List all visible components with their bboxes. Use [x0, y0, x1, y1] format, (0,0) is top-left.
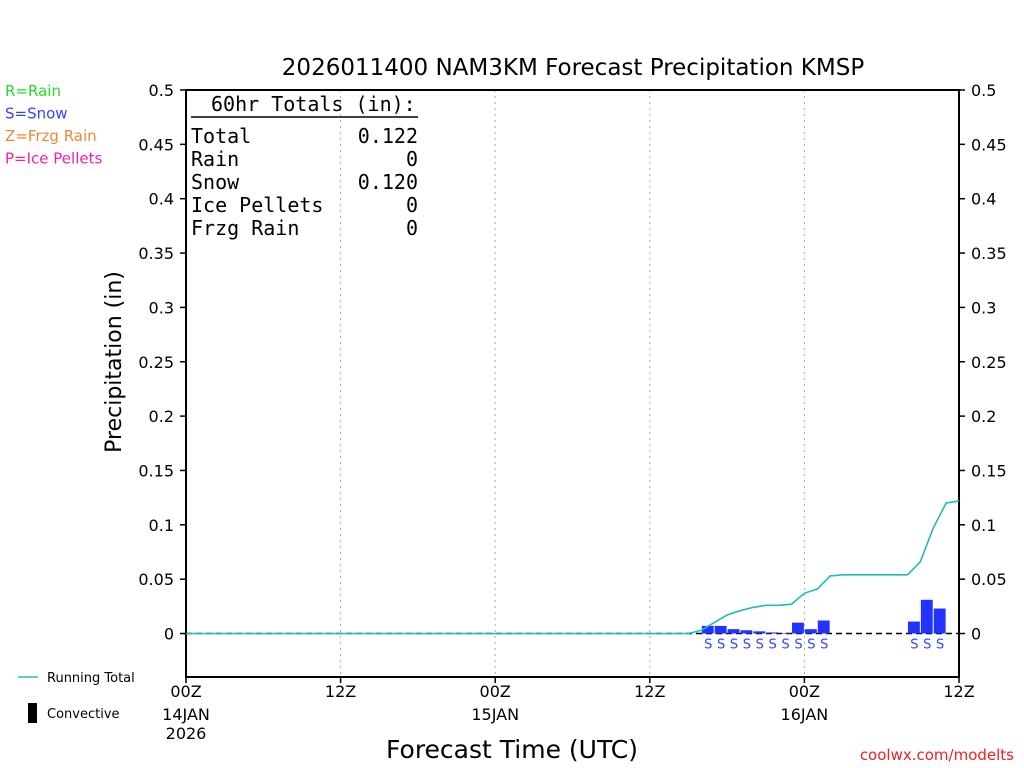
ptype-mark-5: S — [769, 638, 777, 653]
y-tick-label-left-10: 0.5 — [149, 81, 174, 100]
totals-label-frzg-rain: Frzg Rain — [191, 216, 299, 240]
x-tick-label-2: 00Z — [480, 682, 511, 701]
totals-rows: Total 0.122 Rain 0 Snow 0.120 Ice Pellets 0 Frzg… — [191, 124, 418, 240]
running-total-legend-label: Running Total — [47, 671, 135, 686]
totals-label-ice-pellets: Ice Pellets — [191, 193, 323, 217]
precip-bar-8 — [804, 629, 817, 634]
ptype-mark-6: S — [781, 638, 789, 653]
x-tick-day-2: 15JAN — [471, 705, 519, 724]
totals-header: 60hr Totals (in): — [211, 92, 416, 116]
precip-bar-10 — [907, 621, 920, 634]
y-tick-label-left-6: 0.3 — [149, 298, 174, 317]
y-tick-label-left-8: 0.4 — [149, 190, 174, 209]
ptype-mark-2: S — [730, 638, 738, 653]
y-tick-label-right-5: 0.25 — [971, 353, 1007, 372]
ptype-mark-3: S — [743, 638, 751, 653]
precip-bar-7 — [792, 622, 804, 634]
x-tick-label-3: 12Z — [634, 682, 665, 701]
y-tick-label-left-7: 0.35 — [138, 244, 174, 263]
x-tick-day-0: 14JAN — [162, 705, 210, 724]
ptype-legend-item-2: Z=Frzg Rain — [5, 127, 97, 145]
y-tick-label-right-4: 0.2 — [971, 407, 996, 426]
ptype-legend-item-1: S=Snow — [5, 105, 68, 123]
y-tick-label-left-1: 0.05 — [138, 570, 174, 589]
totals-value-total: 0.122 — [358, 124, 418, 148]
precip-bar-6 — [779, 632, 792, 634]
totals-label-rain: Rain — [191, 147, 239, 171]
chart-title: 2026011400 NAM3KM Forecast Precipitation… — [282, 55, 865, 81]
precip-bar-3 — [740, 630, 753, 634]
x-tick-year-0: 2026 — [166, 724, 207, 743]
totals-box: 60hr Totals (in): Total 0.122 Rain 0 Snow 0.1… — [191, 92, 418, 240]
y-tick-label-left-5: 0.25 — [138, 353, 174, 372]
precip-bar-2 — [727, 629, 740, 634]
precip-bar-11 — [920, 599, 933, 634]
ptype-legend-item-0: R=Rain — [5, 82, 61, 100]
totals-value-rain: 0 — [406, 147, 418, 171]
y-tick-label-left-0: 0 — [164, 625, 174, 644]
y-ticks-right: 0 0.05 0.1 0.15 0.2 0.25 0.3 0.35 0.4 0.45 0.5 — [959, 81, 1007, 644]
grid-lines — [340, 90, 805, 677]
y-tick-label-right-9: 0.45 — [971, 135, 1007, 154]
y-tick-label-left-2: 0.1 — [149, 516, 174, 535]
y-axis-label: Precipitation (in) — [102, 271, 127, 453]
ptype-mark-9: S — [820, 638, 828, 653]
totals-label-total: Total — [191, 124, 251, 148]
ptype-mark-4: S — [756, 638, 764, 653]
y-tick-label-left-9: 0.45 — [138, 135, 174, 154]
y-tick-label-right-1: 0.05 — [971, 570, 1007, 589]
x-tick-label-4: 00Z — [789, 682, 820, 701]
y-tick-label-right-0: 0 — [971, 625, 981, 644]
y-tick-label-right-3: 0.15 — [971, 461, 1007, 480]
convective-legend-label: Convective — [47, 707, 120, 722]
ptype-mark-1: S — [717, 638, 725, 653]
x-tick-label-1: 12Z — [325, 682, 356, 701]
ptype-mark-8: S — [807, 638, 815, 653]
precip-bar-9 — [817, 620, 830, 634]
y-tick-label-right-10: 0.5 — [971, 81, 996, 100]
y-tick-label-right-2: 0.1 — [971, 516, 996, 535]
ptype-mark-7: S — [794, 638, 802, 653]
ptype-mark-12: S — [936, 638, 944, 653]
running-total-line — [186, 500, 960, 635]
precip-bar-0 — [701, 625, 714, 634]
x-tick-label-0: 00Z — [170, 682, 201, 701]
totals-value-ice-pellets: 0 — [406, 193, 418, 217]
y-tick-label-left-4: 0.2 — [149, 407, 174, 426]
precip-bar-5 — [766, 632, 779, 634]
ptype-legend: R=Rain S=Snow Z=Frzg Rain P=Ice Pellets — [5, 82, 102, 168]
x-tick-day-4: 16JAN — [781, 705, 829, 724]
convective-legend-swatch — [28, 703, 37, 723]
x-axis-label: Forecast Time (UTC) — [386, 735, 638, 764]
y-tick-label-right-6: 0.3 — [971, 298, 996, 317]
y-tick-label-left-3: 0.15 — [138, 461, 174, 480]
precip-bar-4 — [753, 631, 766, 634]
totals-value-frzg-rain: 0 — [406, 216, 418, 240]
ptype-mark-11: S — [923, 638, 931, 653]
ptype-mark-10: S — [910, 638, 918, 653]
ptype-legend-item-3: P=Ice Pellets — [5, 150, 102, 168]
precip-bar-1 — [714, 625, 727, 634]
x-tick-label-5: 12Z — [943, 682, 974, 701]
plot-frame — [185, 89, 960, 678]
precip-bar-12 — [933, 608, 946, 634]
y-tick-label-right-8: 0.4 — [971, 190, 996, 209]
ptype-mark-0: S — [704, 638, 712, 653]
precip-bars — [701, 599, 946, 634]
totals-label-snow: Snow — [191, 170, 240, 194]
y-tick-label-right-7: 0.35 — [971, 244, 1007, 263]
totals-value-snow: 0.120 — [358, 170, 418, 194]
credit-text: coolwx.com/modelts — [860, 746, 1014, 764]
y-ticks-left: 0 0.05 0.1 0.15 0.2 0.25 0.3 0.35 0.4 0.45 0.5 — [138, 81, 186, 644]
